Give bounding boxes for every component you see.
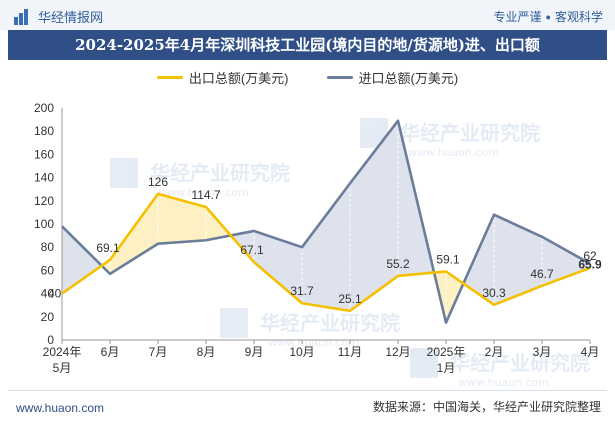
series-line-export [61,192,591,313]
data-label-export: 62 [583,249,597,263]
footer-source: 数据来源：中国海关，华经产业研究院整理 [372,400,601,414]
x-tick-label: 8月 [197,345,216,359]
area-between-series [463,214,494,305]
data-label-export: 67.1 [240,243,264,257]
y-tick-label: 20 [41,310,55,324]
tagline: 专业严谨 ● 客观科学 [494,8,603,25]
x-tick-label: 2025年 [427,345,466,359]
y-tick-label: 160 [34,147,54,161]
x-tick-label: 9月 [245,345,264,359]
y-tick-label: 80 [41,240,55,254]
x-tick-label: 2024年 [43,345,82,359]
data-label-export: 31.7 [290,284,314,298]
y-tick-label: 200 [34,101,54,115]
area-between-series [542,236,590,286]
footer-url: www.huaon.com [16,401,105,415]
x-tick-label: 10月 [289,345,314,359]
y-tick-label: 60 [41,263,55,277]
x-tick-label: 5月 [53,361,72,375]
legend-item-import: 进口总额(万美元) [326,68,459,87]
footer-divider [8,390,607,391]
watermark-url: www.huaon.com [158,186,249,199]
y-tick-label: 40 [41,287,55,301]
y-tick-label: 0 [47,333,54,347]
legend-label-import: 进口总额(万美元) [358,71,459,86]
x-tick-label: 2月 [485,345,504,359]
x-tick-label: 4月 [581,345,600,359]
chart-title: 2024-2025年4月年深圳科技工业园(境内目的地/货源地)进、出口额 [8,30,607,60]
x-tick-label: 11月 [338,345,362,359]
area-between-series [494,214,542,305]
watermark-url: www.huaon.com [408,146,499,159]
y-tick-label: 120 [34,194,54,208]
top-bar: 华经情报网 专业严谨 ● 客观科学 [0,0,615,30]
watermark-group: 华经产业研究院www.huaon.com华经产业研究院www.huaon.com… [110,118,590,389]
tagline-left: 专业严谨 [493,10,542,24]
x-tick-label: 3月 [533,345,552,359]
watermark-logo-icon [110,158,138,188]
legend-item-export: 出口总额(万美元) [156,68,289,87]
data-label-export: 59.1 [436,252,460,266]
legend-swatch-import [326,76,353,79]
series-line-import [61,119,591,324]
x-tick-label: 1月 [437,361,456,375]
area-between-series [158,193,206,244]
data-label-export: 55.2 [386,257,410,271]
watermark-text: 华经产业研究院 [400,121,540,145]
watermark-url: www.huaon.com [268,336,359,349]
data-label-export: 69.1 [96,241,120,255]
data-label-export: 46.7 [530,267,554,281]
data-label-export: 30.3 [482,286,506,300]
x-tick-label: 12月 [385,345,410,359]
tagline-right: 客观科学 [554,10,603,24]
brand: 华经情报网 [14,7,103,26]
y-tick-label: 140 [34,171,54,185]
area-between-series [110,193,158,274]
watermark-text: 华经产业研究院 [150,161,290,185]
data-label-export: 25.1 [338,292,362,306]
data-label-export: 40 [48,287,62,301]
area-between-series [254,230,302,304]
watermark-url: www.huaon.com [458,376,549,389]
brand-name: 华经情报网 [38,10,104,25]
y-tick-label: 180 [34,124,54,138]
legend-swatch-export [156,76,183,79]
x-tick-label: 7月 [149,345,168,359]
watermark-text: 华经产业研究院 [260,311,400,335]
y-tick-label: 100 [34,217,54,231]
x-tick-label: 6月 [101,345,120,359]
data-label-export: 114.7 [191,188,220,202]
watermark-text: 华经产业研究院 [450,351,590,375]
watermark-logo-icon [220,308,248,338]
data-label-export: 126 [148,175,168,189]
legend: 出口总额(万美元) 进口总额(万美元) [0,68,615,87]
watermark-logo-icon [410,348,438,378]
area-between-series [302,183,350,311]
legend-label-export: 出口总额(万美元) [188,71,289,86]
area-between-series [62,226,102,294]
bullet-icon: ● [545,12,551,22]
brand-logo-icon [14,8,32,25]
data-label-import: 65.9 [578,258,602,272]
